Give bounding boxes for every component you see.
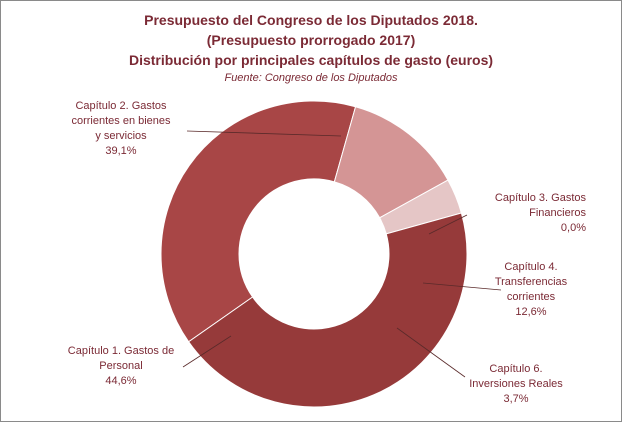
slice-value-capitulo-1: 44,6% <box>105 375 137 387</box>
chart-title-line-1: Presupuesto del Congreso de los Diputado… <box>144 12 478 28</box>
leader-line <box>422 282 502 291</box>
slice-label-capitulo-6: Capítulo 6. Inversiones Reales 3,7% <box>451 362 581 407</box>
leader-line <box>182 335 232 368</box>
slice-value-capitulo-2: 39,1% <box>105 145 137 157</box>
chart-source: Fuente: Congreso de los Diputados <box>224 72 398 84</box>
slice-value-capitulo-4: 12,6% <box>515 306 547 318</box>
slice-value-capitulo-6: 3,7% <box>503 393 529 405</box>
chart-title-line-3: Distribución por principales capítulos d… <box>128 52 494 68</box>
slice-value-capitulo-3: 0,0% <box>560 222 586 234</box>
slice-label-capitulo-4: Capítulo 4. Transferencias corrientes 12… <box>471 260 591 320</box>
slice-label-capitulo-2: Capítulo 2. Gastos corrientes en bienes … <box>41 99 201 159</box>
slice-capitulo-1 <box>187 212 468 408</box>
leader-line <box>186 130 342 137</box>
slice-capitulo-2 <box>160 100 357 343</box>
slice-label-capitulo-1: Capítulo 1. Gastos de Personal 44,6% <box>46 344 196 389</box>
slice-label-capitulo-3: Capítulo 3. Gastos Financieros 0,0% <box>456 191 586 236</box>
chart-title-line-2: (Presupuesto prorrogado 2017) <box>206 32 416 48</box>
leader-line <box>396 327 466 378</box>
leader-line <box>428 214 468 235</box>
